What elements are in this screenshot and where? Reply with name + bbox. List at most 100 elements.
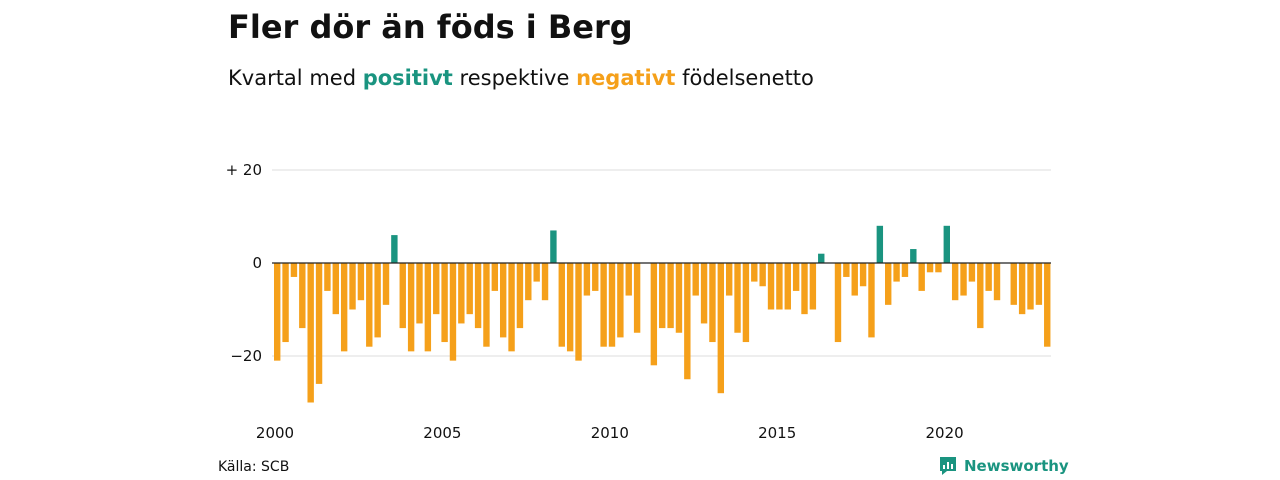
bar-84 (977, 263, 984, 329)
x-tick-label-4: 2020 (926, 424, 964, 442)
chart-title: Fler dör än föds i Berg (228, 8, 633, 46)
bar-36 (575, 263, 582, 361)
x-tick-label-1: 2005 (423, 424, 461, 442)
subtitle-text-3: födelsenetto (682, 66, 814, 90)
bar-59 (767, 263, 775, 310)
bar-5 (315, 263, 323, 384)
bar-54 (725, 263, 733, 296)
bar-18 (424, 263, 432, 352)
x-tick-label-3: 2015 (758, 424, 796, 442)
bar-13 (382, 263, 390, 305)
newsworthy-logo-icon (940, 457, 956, 475)
bar-28 (508, 263, 515, 352)
bar-89 (1018, 263, 1026, 315)
chart-subtitle: Kvartal med positivt respektive negativt… (228, 66, 814, 90)
bar-72 (876, 225, 884, 263)
bar-38 (592, 263, 599, 291)
bar-39 (600, 263, 607, 347)
bar-15 (399, 263, 406, 329)
bar-81 (951, 263, 959, 301)
bar-57 (751, 263, 758, 282)
bar-16 (407, 263, 415, 352)
bar-42 (625, 263, 632, 296)
bar-52 (709, 263, 716, 343)
bar-73 (885, 263, 892, 305)
bar-40 (608, 263, 616, 347)
bar-10 (357, 263, 365, 301)
bar-32 (541, 263, 549, 301)
bar-91 (1035, 263, 1043, 305)
bar-92 (1044, 263, 1051, 347)
bar-12 (374, 263, 381, 338)
bar-69 (851, 263, 858, 296)
bar-17 (416, 263, 423, 324)
bar-35 (566, 263, 574, 352)
bar-30 (525, 263, 532, 301)
bar-79 (935, 263, 942, 273)
bar-29 (516, 263, 524, 329)
bar-88 (1010, 263, 1017, 305)
bar-70 (859, 263, 867, 287)
bar-78 (926, 263, 934, 273)
bar-56 (742, 263, 750, 343)
bar-68 (843, 263, 850, 277)
bar-82 (960, 263, 967, 296)
bar-19 (433, 263, 440, 315)
bar-1 (282, 263, 289, 343)
bars (274, 225, 1051, 403)
bar-86 (993, 263, 1001, 301)
bar-45 (650, 263, 658, 366)
bar-49 (684, 263, 691, 380)
bar-74 (893, 263, 900, 282)
y-tick-label-0: + 20 (226, 161, 262, 179)
bar-62 (792, 263, 800, 291)
bar-90 (1027, 263, 1034, 310)
y-tick-label-2: −20 (230, 347, 262, 365)
bar-24 (474, 263, 482, 329)
bar-14 (391, 235, 398, 263)
bar-23 (466, 263, 473, 315)
bar-65 (818, 253, 825, 263)
bar-85 (985, 263, 992, 291)
brand-name: Newsworthy (964, 457, 1069, 475)
bar-61 (784, 263, 791, 310)
bar-63 (801, 263, 808, 315)
bar-20 (441, 263, 448, 343)
bar-8 (340, 263, 348, 352)
bar-37 (583, 263, 591, 296)
bar-58 (759, 263, 766, 287)
bar-3 (299, 263, 306, 329)
bar-47 (667, 263, 674, 329)
bar-11 (366, 263, 373, 347)
subtitle-text-1: Kvartal med (228, 66, 357, 90)
source-note: Källa: SCB (218, 459, 290, 475)
bar-7 (332, 263, 339, 315)
bar-53 (717, 263, 725, 394)
bar-46 (659, 263, 666, 329)
bar-26 (491, 263, 499, 291)
x-tick-label-2: 2010 (591, 424, 629, 442)
bar-71 (868, 263, 875, 338)
bar-43 (633, 263, 641, 333)
bar-9 (349, 263, 356, 310)
subtitle-text-2: respektive (459, 66, 570, 90)
bar-55 (734, 263, 741, 333)
bar-64 (809, 263, 817, 310)
bar-75 (901, 263, 909, 277)
bar-0 (274, 263, 281, 361)
bar-80 (943, 225, 950, 263)
bar-50 (692, 263, 699, 296)
bar-27 (499, 263, 507, 338)
subtitle-positive-label: positivt (362, 66, 453, 90)
bar-48 (675, 263, 683, 333)
bar-31 (533, 263, 540, 282)
bar-6 (324, 263, 331, 291)
bar-76 (910, 249, 917, 263)
bar-4 (307, 263, 314, 403)
bar-33 (550, 230, 557, 263)
grid-lines (272, 169, 1051, 357)
y-tick-label-1: 0 (252, 254, 262, 272)
bar-2 (290, 263, 298, 277)
bar-34 (558, 263, 565, 347)
